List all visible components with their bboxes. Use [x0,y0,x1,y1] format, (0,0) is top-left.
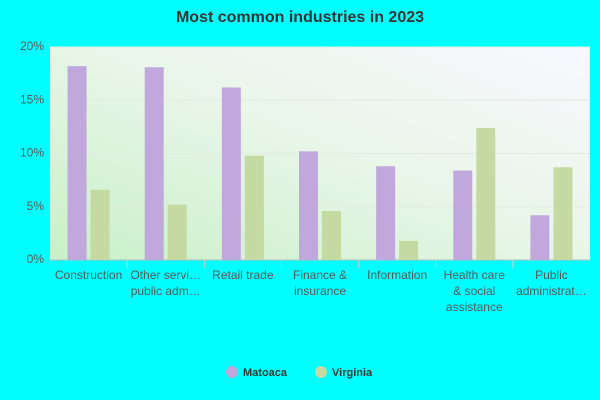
x-tick-label: Health care & social assistance [444,268,506,314]
y-tick-label: 10% [20,146,44,160]
bar [376,166,396,260]
bar [167,204,187,260]
y-tick-label: 15% [20,92,44,106]
bar [144,67,164,260]
x-tick-label: Public administrat… [516,268,587,298]
legend-label: Virginia [332,367,373,379]
bar [67,66,87,260]
chart-title: Most common industries in 2023 [176,9,424,26]
legend-label: Matoaca [243,367,288,379]
x-tick-label: Information [367,268,427,282]
bar [221,87,241,260]
bar [322,211,341,260]
bar [299,151,318,260]
x-tick-label: Other servi… public adm… [130,268,201,298]
legend-swatch [315,366,327,378]
bar [244,155,264,260]
bar [453,170,473,260]
legend-swatch [226,366,238,378]
bar [530,215,550,260]
bar [476,127,496,260]
bar [553,167,573,260]
x-tick-label: Finance & insurance [293,268,347,298]
x-tick-label: Retail trade [212,268,274,282]
y-tick-label: 5% [27,199,45,213]
bar [90,189,110,260]
bar [399,240,419,260]
y-tick-label: 20% [20,39,44,53]
y-tick-label: 0% [27,252,45,266]
x-tick-label: Construction [55,268,122,282]
